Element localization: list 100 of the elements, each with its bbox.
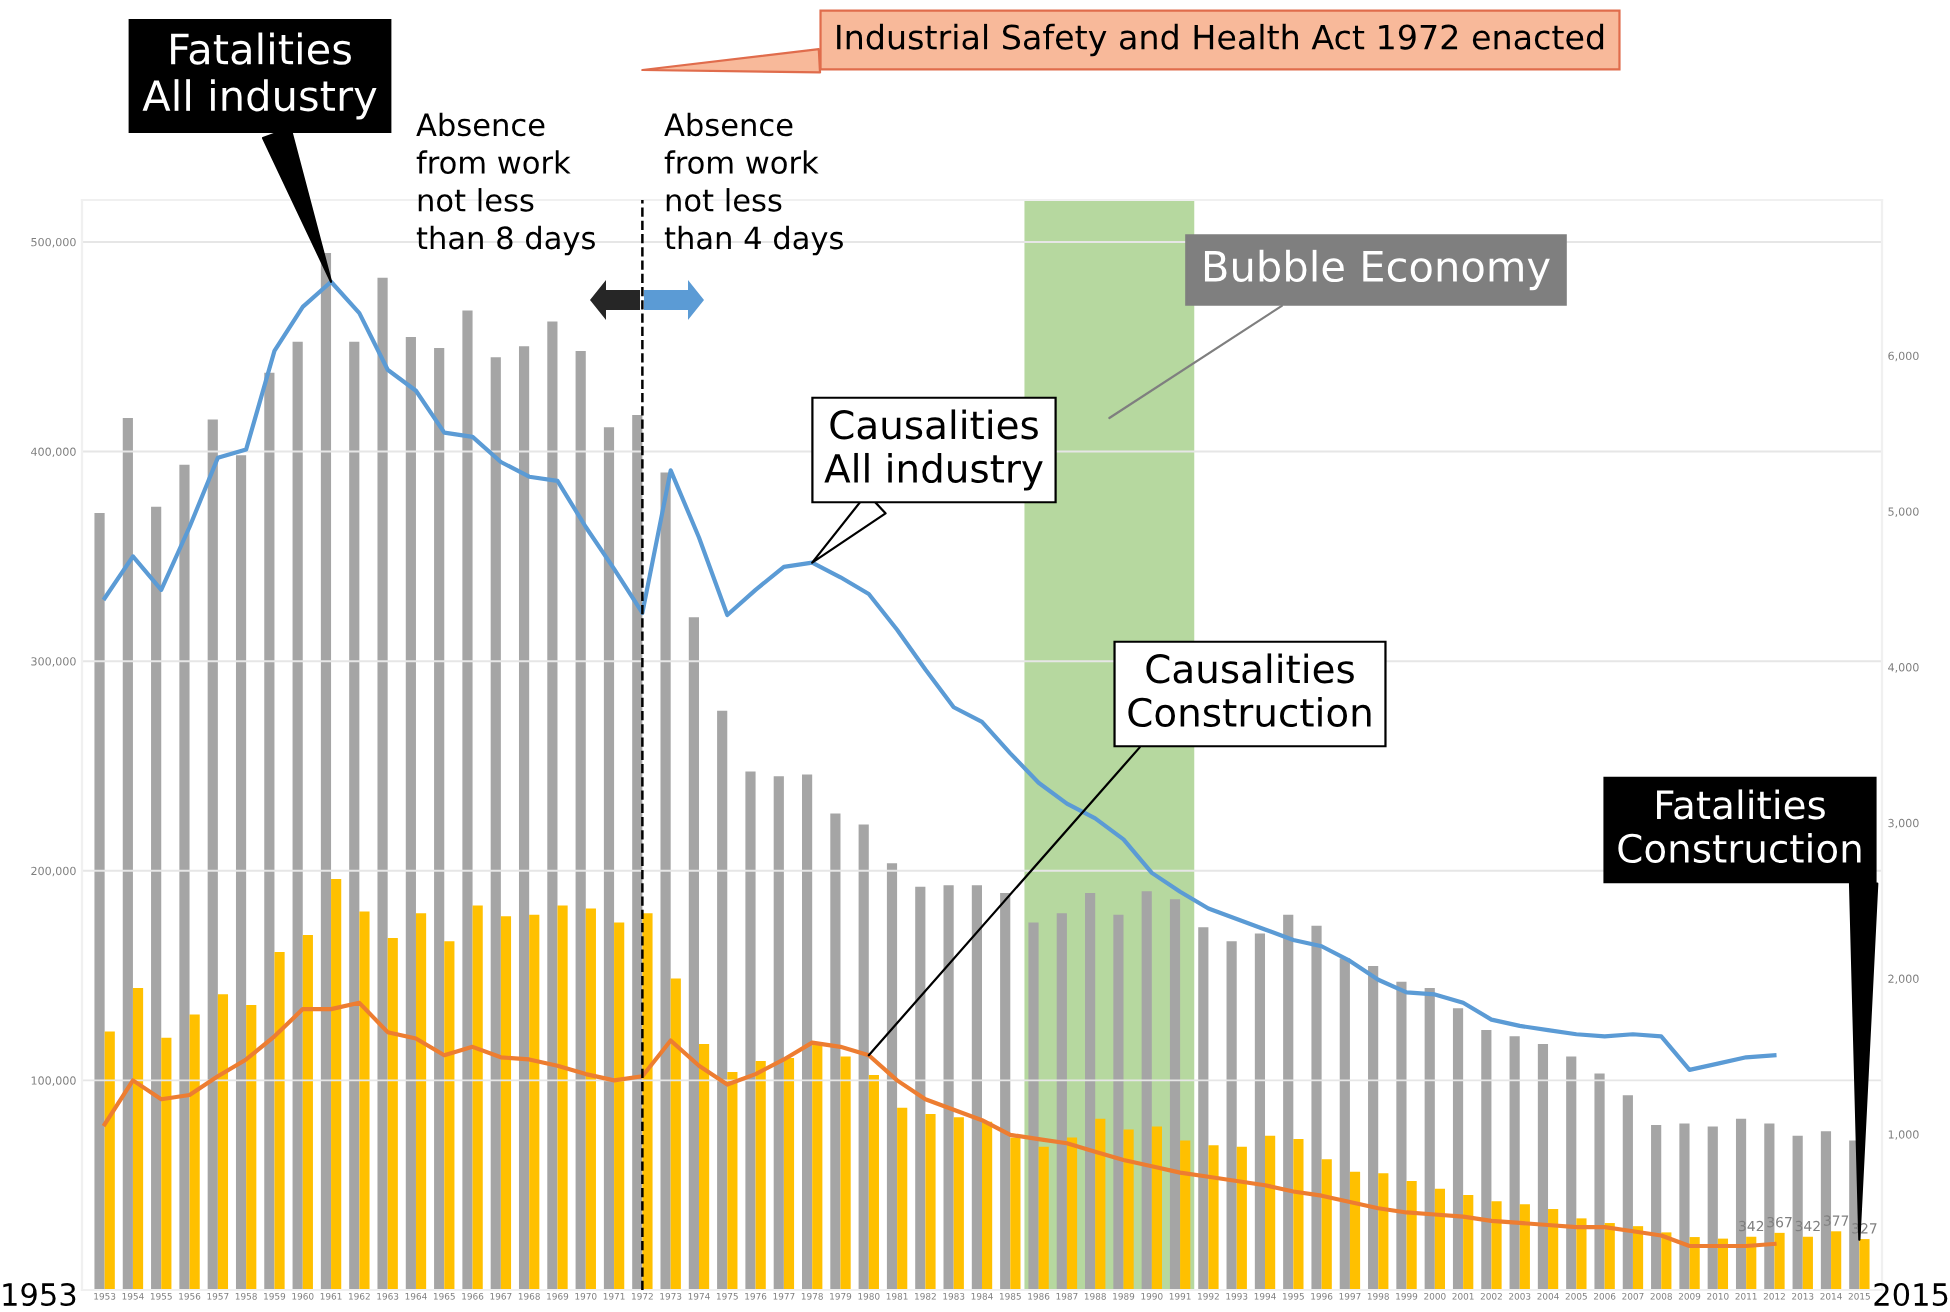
- bar: [1463, 1195, 1474, 1290]
- bar: [886, 863, 898, 1290]
- bar: [1311, 925, 1322, 1290]
- bar: [1378, 1173, 1389, 1290]
- bar: [1566, 1056, 1577, 1290]
- bar: [547, 321, 558, 1290]
- annotation: Absence from work not less than 4 days: [664, 112, 843, 256]
- bar: [603, 427, 615, 1290]
- bar: [1802, 1236, 1813, 1290]
- bar: [915, 886, 926, 1290]
- bar: [840, 1056, 851, 1290]
- bar: [1123, 1129, 1134, 1290]
- bar: [1509, 1036, 1520, 1290]
- bar: [1406, 1181, 1417, 1290]
- bar: [1321, 1159, 1332, 1290]
- bar: [1254, 933, 1266, 1290]
- bar: [745, 771, 756, 1290]
- bar: [802, 774, 813, 1290]
- annotation: Fatalities Construction: [1618, 789, 1861, 864]
- bar: [472, 905, 483, 1290]
- bar: [670, 978, 681, 1290]
- bar: [518, 346, 530, 1290]
- bar: [1481, 1029, 1492, 1290]
- bar: [179, 464, 190, 1290]
- bar: [1283, 914, 1294, 1290]
- bar: [1424, 987, 1435, 1290]
- bar: [585, 908, 596, 1290]
- bar: [1368, 966, 1379, 1290]
- bar: [1198, 927, 1209, 1290]
- bar: [1679, 1123, 1690, 1290]
- bar: [1000, 892, 1011, 1290]
- bar: [755, 1061, 766, 1290]
- bar: [1056, 913, 1067, 1290]
- bar: [104, 1031, 115, 1290]
- bar: [1066, 1137, 1078, 1290]
- bar: [660, 472, 671, 1290]
- bar: [274, 952, 285, 1290]
- bar: [1208, 1145, 1219, 1290]
- annotation: Causalities All industry: [824, 409, 1043, 491]
- bar: [331, 878, 342, 1290]
- bar: [727, 1072, 738, 1290]
- bar: [122, 418, 133, 1290]
- bar: [529, 914, 540, 1290]
- bar: [320, 252, 332, 1290]
- bar: [1519, 1204, 1530, 1290]
- bar: [434, 347, 445, 1290]
- bar: [349, 341, 360, 1290]
- bar: [1038, 1146, 1049, 1290]
- bar: [943, 885, 954, 1290]
- bar: [387, 938, 398, 1290]
- bar: [490, 357, 501, 1290]
- bar: [614, 922, 625, 1290]
- bar: [217, 994, 229, 1290]
- bar: [500, 916, 512, 1290]
- bar: [858, 824, 869, 1290]
- bar: [161, 1037, 172, 1290]
- bar: [971, 885, 982, 1290]
- bar: [812, 1042, 823, 1290]
- bar: [688, 617, 699, 1290]
- band-label: Bubble Economy: [1204, 249, 1550, 291]
- annotation: Absence from work not less than 8 days: [416, 112, 595, 256]
- bar: [773, 776, 784, 1290]
- annotation: Fatalities All industry: [142, 32, 377, 120]
- bar: [1452, 1008, 1464, 1290]
- bar: [1028, 922, 1039, 1290]
- bar: [1537, 1043, 1549, 1290]
- bar: [1774, 1232, 1785, 1290]
- bar: [717, 710, 728, 1290]
- bar: [207, 419, 218, 1290]
- bar: [377, 277, 388, 1290]
- bar: [94, 512, 105, 1290]
- bar: [1085, 892, 1096, 1290]
- bar: [1180, 1140, 1191, 1290]
- bar: [1707, 1126, 1718, 1290]
- bar: [897, 1107, 908, 1290]
- bar: [415, 913, 427, 1290]
- bar: [1349, 1171, 1361, 1290]
- bar: [292, 341, 303, 1290]
- bar: [151, 506, 162, 1290]
- bar: [868, 1075, 879, 1290]
- bar: [698, 1043, 710, 1290]
- bar: [235, 455, 247, 1290]
- bar: [1434, 1188, 1446, 1290]
- bar: [1594, 1073, 1605, 1290]
- bar: [1491, 1201, 1502, 1290]
- bar: [132, 987, 144, 1290]
- bar: [1095, 1118, 1106, 1290]
- bar: [359, 911, 370, 1290]
- bar: [1010, 1137, 1021, 1290]
- bar: [1265, 1135, 1276, 1290]
- ref-line-label: Industrial Safety and Health Act 1972 enacted: [837, 23, 1604, 57]
- bar: [1831, 1231, 1842, 1290]
- bar: [1859, 1239, 1870, 1290]
- bar: [1169, 899, 1181, 1290]
- bar: [1548, 1209, 1559, 1290]
- bar: [1632, 1226, 1644, 1290]
- bar: [925, 1114, 936, 1290]
- bar: [1576, 1218, 1587, 1290]
- bar: [189, 1014, 200, 1290]
- bar: [575, 351, 586, 1290]
